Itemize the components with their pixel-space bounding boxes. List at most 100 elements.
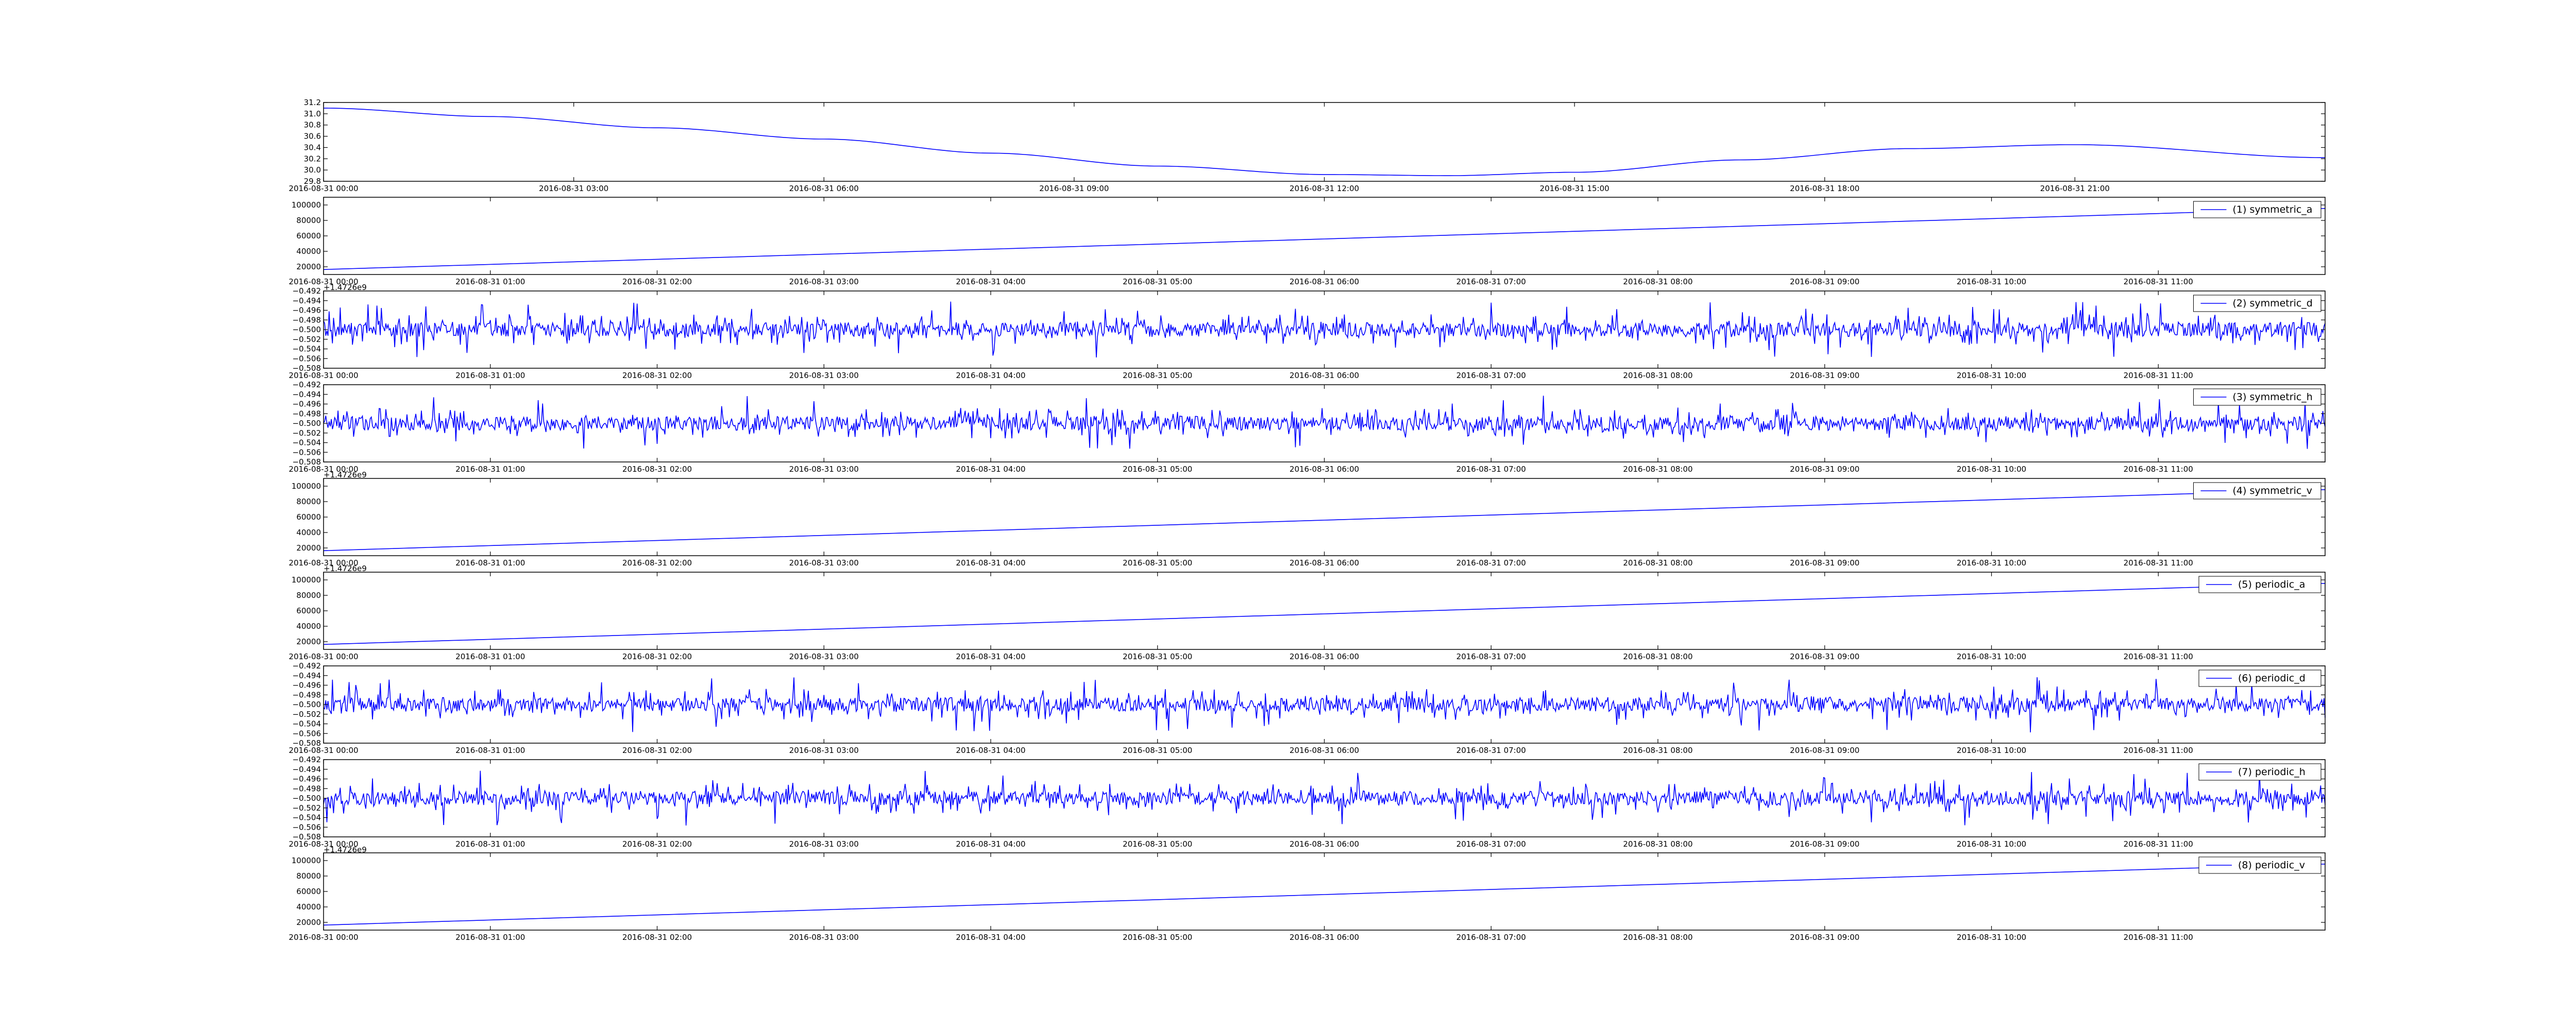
y-tick-label: 31.0	[304, 109, 321, 118]
x-tick-label: 2016-08-31 00:00	[289, 839, 358, 849]
y-tick-label: −0.494	[292, 296, 321, 305]
x-tick-label: 2016-08-31 11:00	[2124, 933, 2193, 942]
y-tick-label: 80000	[296, 497, 321, 506]
y-tick-label: 100000	[292, 575, 321, 585]
x-tick-label: 2016-08-31 03:00	[789, 933, 859, 942]
x-tick-label: 2016-08-31 05:00	[1123, 746, 1192, 755]
x-tick-label: 2016-08-31 08:00	[1623, 839, 1692, 849]
y-tick-label: −0.494	[292, 765, 321, 774]
axis-offset-label: +1.4726e9	[324, 564, 367, 573]
x-tick-label: 2016-08-31 02:00	[622, 839, 692, 849]
y-tick-label: −0.496	[292, 775, 321, 784]
subplot-7: −0.508−0.506−0.504−0.502−0.500−0.498−0.4…	[289, 661, 2326, 755]
y-tick-label: 20000	[296, 262, 321, 271]
x-tick-label: 2016-08-31 21:00	[2040, 184, 2110, 193]
y-tick-label: −0.508	[292, 364, 321, 373]
y-tick-label: 29.8	[304, 177, 321, 186]
legend-label: (5) periodic_a	[2238, 579, 2305, 590]
y-tick-label: −0.508	[292, 739, 321, 748]
y-tick-label: −0.506	[292, 354, 321, 363]
x-tick-label: 2016-08-31 06:00	[1290, 839, 1359, 849]
x-tick-label: 2016-08-31 15:00	[1540, 184, 1609, 193]
subplot-6: 20000 40000 60000 80000 100000 2016-08-31 00:…	[289, 572, 2326, 661]
legend-label: (6) periodic_d	[2238, 673, 2306, 684]
subplot-1: 29.8 30.0 30.2 30.4 30.6 30.8 31.0 31.2 2016-08-…	[289, 98, 2326, 193]
x-tick-label: 2016-08-31 02:00	[622, 933, 692, 942]
series-line	[323, 208, 2326, 270]
legend-box	[2198, 856, 2321, 874]
y-tick-label: 20000	[296, 543, 321, 553]
x-tick-label: 2016-08-31 08:00	[1623, 652, 1692, 661]
x-tick-label: 2016-08-31 11:00	[2124, 558, 2193, 568]
y-tick-label: −0.506	[292, 729, 321, 738]
x-tick-label: 2016-08-31 02:00	[622, 371, 692, 380]
y-tick-label: 80000	[296, 591, 321, 600]
x-tick-label: 2016-08-31 01:00	[455, 652, 525, 661]
y-tick-label: −0.504	[292, 345, 321, 354]
y-tick-label: −0.498	[292, 409, 321, 418]
x-tick-label: 2016-08-31 03:00	[789, 277, 859, 286]
x-tick-label: 2016-08-31 08:00	[1623, 933, 1692, 942]
y-tick-label: −0.502	[292, 335, 321, 344]
y-tick-label: −0.502	[292, 710, 321, 719]
y-tick-label: −0.492	[292, 661, 321, 671]
x-tick-label: 2016-08-31 02:00	[622, 277, 692, 286]
y-tick-label: 30.0	[304, 165, 321, 175]
y-tick-label: −0.498	[292, 690, 321, 699]
x-tick-label: 2016-08-31 06:00	[1290, 371, 1359, 380]
series-line	[323, 396, 2326, 449]
subplot-3: −0.508−0.506−0.504−0.502−0.500−0.498−0.4…	[289, 286, 2326, 380]
x-tick-label: 2016-08-31 10:00	[1957, 933, 2026, 942]
x-tick-label: 2016-08-31 02:00	[622, 558, 692, 568]
y-tick-label: −0.504	[292, 719, 321, 729]
x-tick-label: 2016-08-31 11:00	[2124, 839, 2193, 849]
x-tick-label: 2016-08-31 10:00	[1957, 277, 2026, 286]
y-tick-label: 30.2	[304, 154, 321, 163]
x-tick-label: 2016-08-31 00:00	[289, 558, 358, 568]
axes-frame	[323, 759, 2326, 837]
y-tick-label: −0.500	[292, 325, 321, 334]
x-tick-label: 2016-08-31 01:00	[455, 465, 525, 474]
x-tick-label: 2016-08-31 07:00	[1456, 652, 1526, 661]
y-tick-label: −0.500	[292, 419, 321, 428]
x-tick-label: 2016-08-31 04:00	[956, 371, 1025, 380]
axes-frame	[323, 478, 2326, 556]
y-tick-label: −0.504	[292, 813, 321, 822]
x-tick-label: 2016-08-31 11:00	[2124, 277, 2193, 286]
axes-frame	[323, 197, 2326, 275]
y-tick-label: 60000	[296, 512, 321, 522]
x-tick-label: 2016-08-31 07:00	[1456, 371, 1526, 380]
x-tick-label: 2016-08-31 04:00	[956, 558, 1025, 568]
subplot-5: 20000 40000 60000 80000 100000 2016-08-31 00:…	[289, 478, 2326, 573]
x-tick-label: 2016-08-31 08:00	[1623, 371, 1692, 380]
x-tick-label: 2016-08-31 06:00	[1290, 465, 1359, 474]
x-tick-label: 2016-08-31 10:00	[1957, 839, 2026, 849]
x-tick-label: 2016-08-31 00:00	[289, 465, 358, 474]
axes-frame	[323, 572, 2326, 650]
y-tick-label: −0.492	[292, 380, 321, 389]
axes-frame	[323, 852, 2326, 931]
x-tick-label: 2016-08-31 00:00	[289, 652, 358, 661]
legend-label: (4) symmetric_v	[2233, 485, 2313, 496]
x-tick-label: 2016-08-31 10:00	[1957, 465, 2026, 474]
y-tick-label: 60000	[296, 887, 321, 896]
x-tick-label: 2016-08-31 10:00	[1957, 746, 2026, 755]
x-tick-label: 2016-08-31 08:00	[1623, 465, 1692, 474]
x-tick-label: 2016-08-31 07:00	[1456, 746, 1526, 755]
y-tick-label: −0.506	[292, 822, 321, 832]
y-tick-label: −0.502	[292, 803, 321, 813]
x-tick-label: 2016-08-31 05:00	[1123, 371, 1192, 380]
y-tick-label: −0.498	[292, 784, 321, 793]
x-tick-label: 2016-08-31 11:00	[2124, 746, 2193, 755]
subplot-2: 20000 40000 60000 80000 100000 2016-08-31 00:…	[289, 197, 2326, 292]
y-tick-label: −0.496	[292, 306, 321, 315]
x-tick-label: 2016-08-31 18:00	[1790, 184, 1859, 193]
x-tick-label: 2016-08-31 05:00	[1123, 652, 1192, 661]
y-tick-label: −0.508	[292, 832, 321, 842]
series-line	[323, 489, 2326, 552]
y-tick-label: 80000	[296, 216, 321, 225]
y-tick-label: −0.498	[292, 315, 321, 324]
x-tick-label: 2016-08-31 01:00	[455, 839, 525, 849]
x-tick-label: 2016-08-31 01:00	[455, 558, 525, 568]
